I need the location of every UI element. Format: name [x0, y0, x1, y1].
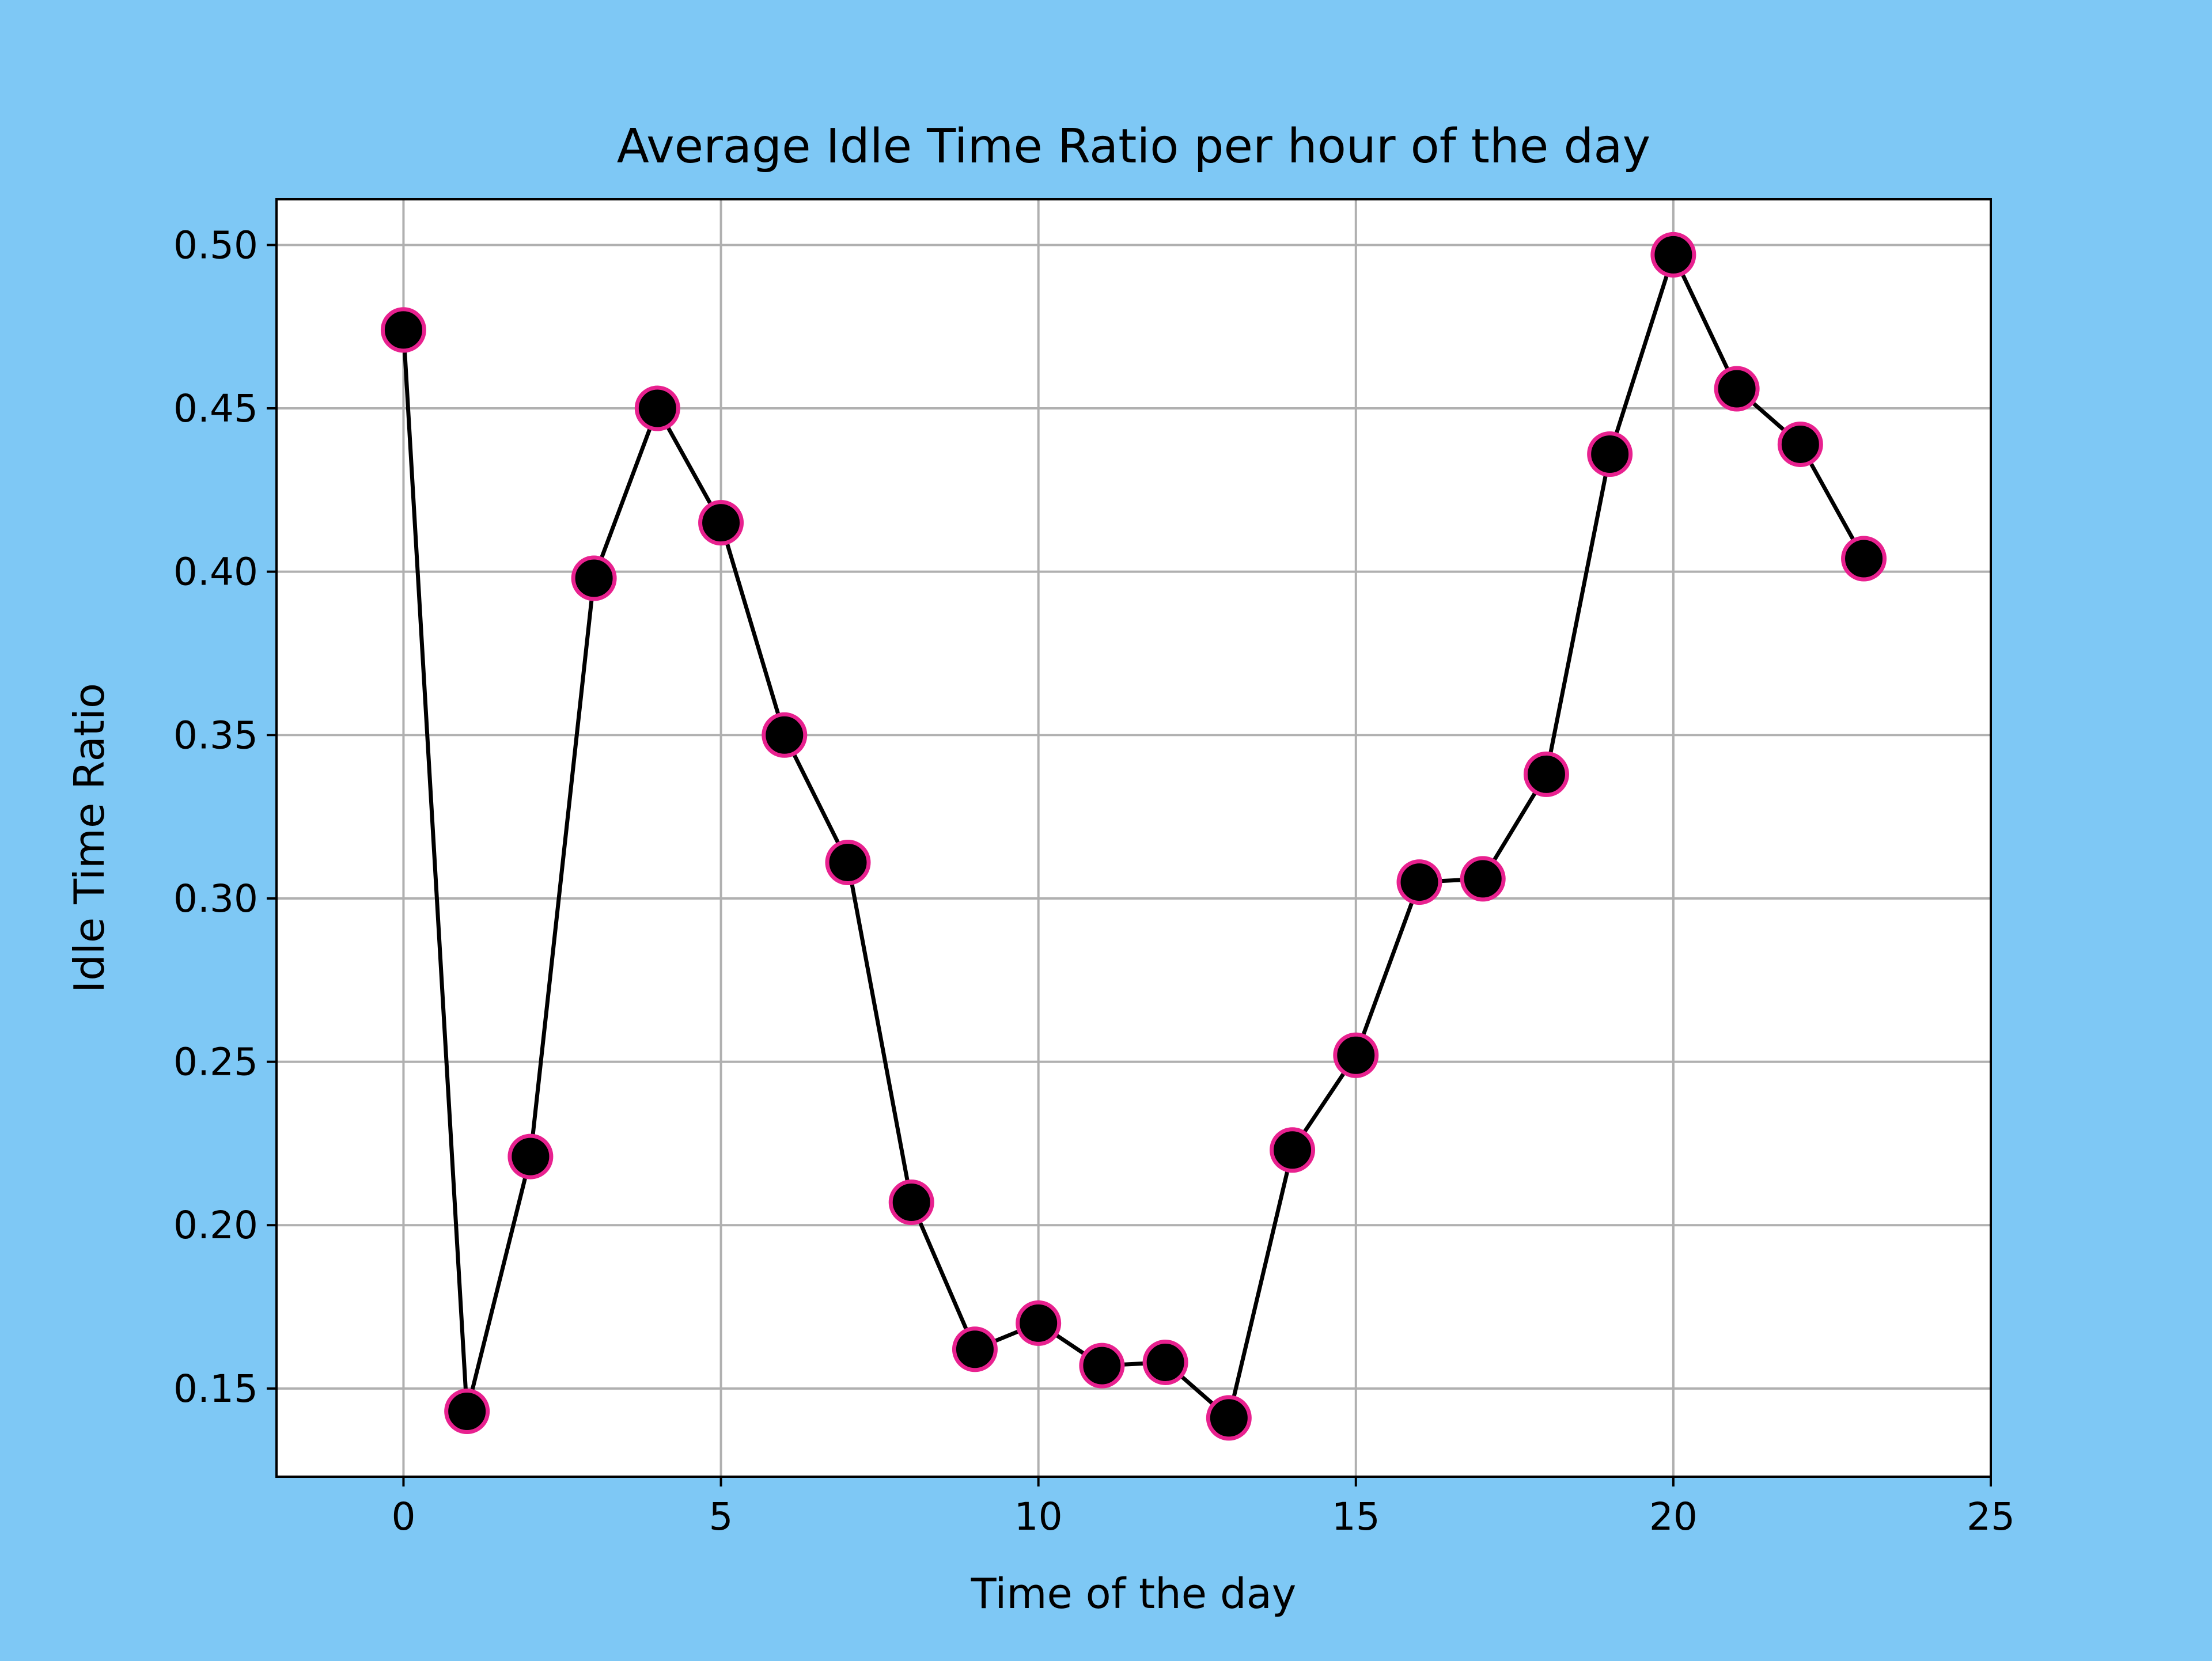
data-point — [1523, 751, 1569, 797]
grid-lines — [276, 199, 1992, 1477]
data-point — [1714, 366, 1760, 412]
x-tick-label: 5 — [709, 1495, 733, 1539]
x-tick-label: 20 — [1649, 1495, 1698, 1539]
data-point — [952, 1326, 998, 1372]
data-point — [1333, 1032, 1379, 1078]
data-point — [1460, 856, 1506, 902]
y-tick-label: 0.30 — [173, 877, 258, 921]
plot-frame — [275, 198, 1992, 1478]
plot-area — [276, 199, 1991, 1477]
x-tick-label: 10 — [1014, 1495, 1063, 1539]
chart-title: Average Idle Time Ratio per hour of the … — [617, 119, 1650, 174]
data-point — [380, 307, 426, 353]
x-tick-label: 15 — [1332, 1495, 1380, 1539]
data-point — [1841, 536, 1887, 582]
data-series — [380, 232, 1887, 1441]
data-point — [1396, 859, 1442, 905]
data-point — [762, 712, 808, 758]
series-line — [401, 252, 1866, 1420]
x-tick-label: 25 — [1967, 1495, 2015, 1539]
y-tick-label: 0.45 — [173, 386, 258, 431]
y-tick-label: 0.35 — [173, 713, 258, 757]
data-point — [825, 840, 871, 886]
y-axis-label: Idle Time Ratio — [65, 683, 113, 993]
data-point — [507, 1133, 554, 1180]
x-tick-label: 0 — [391, 1495, 415, 1539]
y-tick-label: 0.20 — [173, 1203, 258, 1247]
y-tick-label: 0.50 — [173, 223, 258, 267]
data-point — [888, 1179, 934, 1225]
data-point — [698, 500, 744, 546]
data-point — [634, 385, 680, 431]
axis-ticks: 0 5 10 15 20 25 0.15 0.20 0.25 0.30 0.35 0.40 0.45 0.… — [173, 223, 2015, 1539]
data-point — [444, 1389, 490, 1435]
data-point — [1587, 431, 1633, 477]
data-point — [1270, 1127, 1316, 1173]
data-point — [1142, 1339, 1188, 1385]
y-tick-label: 0.25 — [173, 1040, 258, 1084]
data-point — [1650, 232, 1696, 278]
y-tick-label: 0.40 — [173, 550, 258, 594]
data-point — [1079, 1343, 1125, 1389]
y-tick-label: 0.15 — [173, 1367, 258, 1411]
data-point — [1206, 1395, 1252, 1441]
data-point — [1777, 421, 1823, 467]
x-axis-label: Time of the day — [971, 1569, 1297, 1618]
data-point — [1016, 1300, 1062, 1346]
data-point — [571, 555, 617, 601]
